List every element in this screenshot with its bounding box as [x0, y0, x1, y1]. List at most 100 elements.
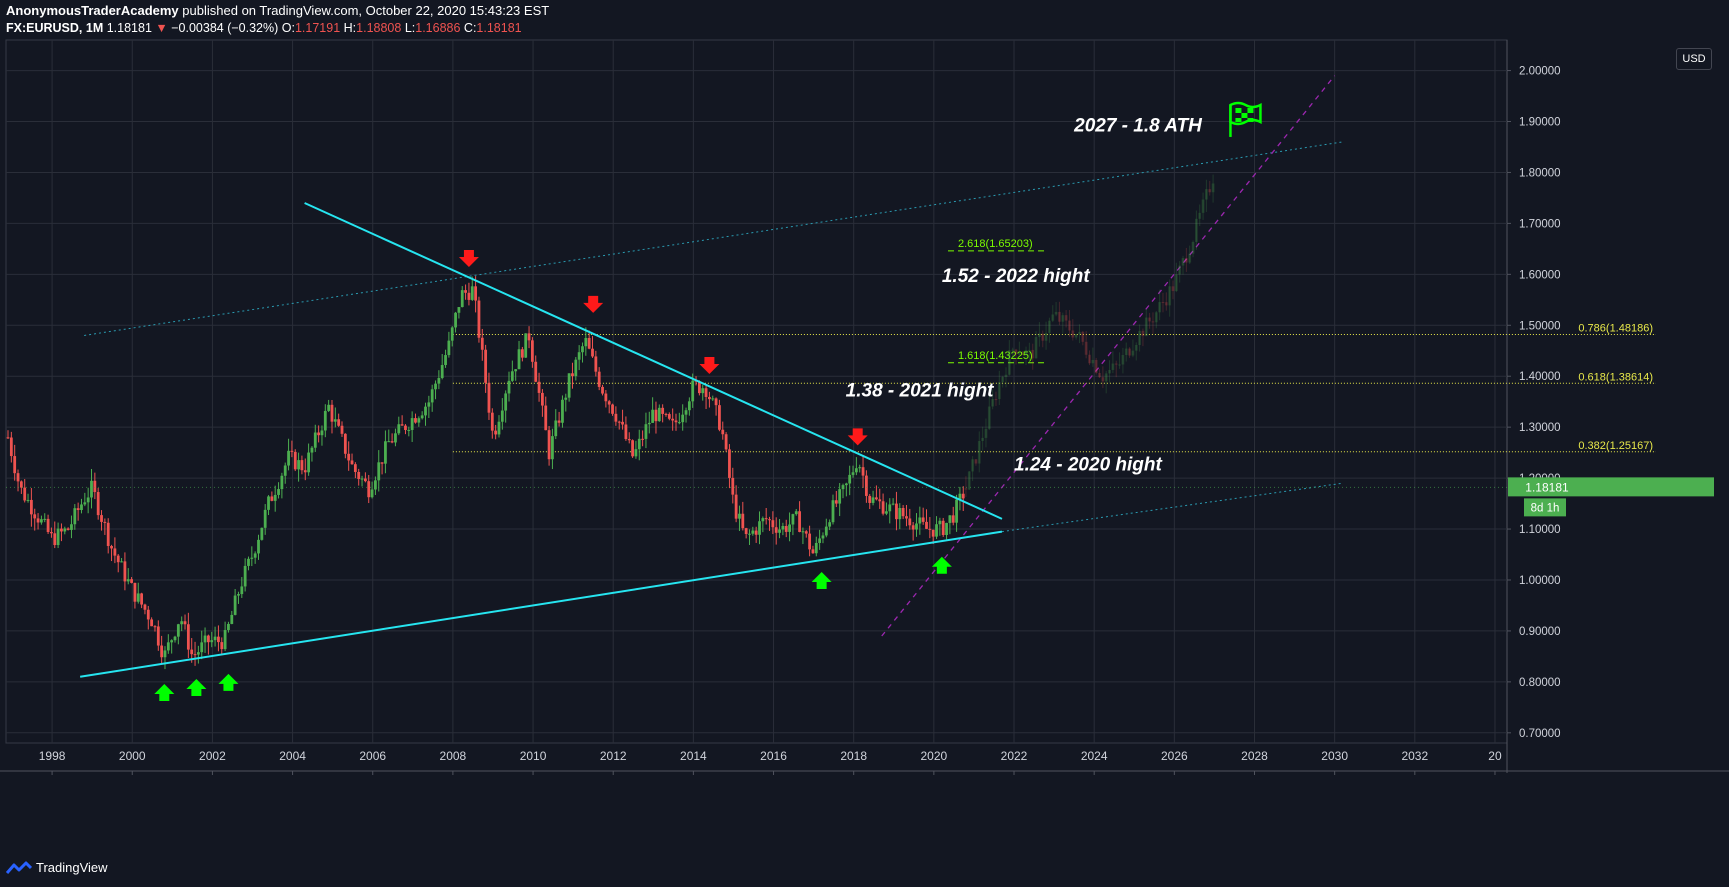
projected-candle — [1091, 359, 1095, 364]
candle — [414, 418, 417, 423]
annotation-text: 1.24 - 2020 hight — [1014, 454, 1163, 475]
down-arrow-icon — [847, 428, 868, 446]
y-tick-label: 1.90000 — [1519, 117, 1561, 129]
candle — [514, 369, 518, 372]
x-tick-label: 20 — [1488, 749, 1502, 763]
candle — [541, 392, 544, 406]
candle — [280, 475, 284, 490]
author-name[interactable]: AnonymousTraderAcademy — [6, 3, 179, 18]
candle — [955, 499, 958, 523]
candle — [66, 528, 70, 530]
projected-candle — [1211, 183, 1215, 193]
candle — [213, 636, 217, 641]
candle — [146, 609, 150, 620]
candle — [380, 462, 384, 464]
candle — [140, 593, 144, 605]
projected-candle — [1164, 302, 1168, 306]
x-tick-label: 1998 — [39, 749, 66, 763]
down-arrow-icon — [458, 250, 479, 268]
footer-brand[interactable]: TradingView — [6, 860, 108, 875]
x-tick-label: 2002 — [199, 749, 226, 763]
projected-candle — [1054, 311, 1058, 315]
candle — [561, 399, 564, 423]
y-tick-label: 1.60000 — [1519, 269, 1561, 281]
price-change: −0.00384 (−0.32%) — [171, 21, 279, 35]
projected-candle — [987, 406, 991, 429]
projected-candle — [977, 441, 981, 464]
currency-button[interactable]: USD — [1676, 48, 1712, 70]
support-trendline[interactable] — [79, 530, 1003, 678]
candle — [160, 645, 164, 658]
candle — [768, 519, 771, 521]
projected-candle — [1094, 359, 1098, 374]
projected-candle — [1001, 376, 1005, 383]
symbol-info: FX:EURUSD, 1M 1.18181 ▼ −0.00384 (−0.32%… — [6, 21, 522, 35]
candle — [741, 513, 745, 529]
projected-candle — [964, 488, 968, 490]
candle — [217, 636, 220, 643]
candle — [143, 604, 147, 610]
candle — [721, 429, 725, 435]
candle — [915, 523, 918, 530]
projected-candle — [1148, 317, 1152, 322]
x-tick-label: 2030 — [1321, 749, 1348, 763]
candle — [480, 337, 484, 350]
candle — [253, 553, 257, 558]
projected-candle — [1108, 369, 1111, 374]
candle — [176, 624, 180, 637]
candle — [220, 642, 224, 650]
candle — [70, 524, 73, 530]
candle — [357, 471, 361, 479]
y-tick-label: 0.80000 — [1519, 677, 1561, 689]
plot-frame — [5, 39, 1508, 744]
candle — [450, 327, 454, 341]
lower-channel-line[interactable] — [1001, 482, 1343, 533]
symbol-name[interactable]: FX:EURUSD, 1M — [6, 21, 104, 35]
candle — [644, 424, 648, 439]
candle — [26, 499, 30, 501]
projection-line[interactable] — [881, 75, 1336, 637]
candle — [434, 383, 437, 390]
x-tick-label: 2006 — [359, 749, 386, 763]
candle — [243, 565, 247, 587]
upper-channel-line[interactable] — [84, 141, 1343, 336]
candle — [484, 349, 488, 383]
candle — [928, 528, 932, 530]
candle — [247, 558, 250, 566]
flag-icon — [1229, 101, 1262, 126]
candle — [607, 401, 611, 405]
projected-candle — [971, 459, 974, 472]
candle — [350, 460, 354, 465]
candle — [571, 373, 574, 377]
candle — [23, 487, 27, 501]
candle — [40, 519, 43, 523]
candle — [126, 579, 130, 582]
candle — [905, 516, 908, 519]
candle — [510, 371, 514, 381]
candle — [614, 413, 618, 422]
candle — [390, 441, 394, 443]
candle — [407, 429, 411, 431]
y-tick-label: 1.30000 — [1519, 422, 1561, 434]
candle — [804, 531, 808, 534]
footer-brand-text: TradingView — [36, 860, 108, 875]
candle — [9, 437, 13, 457]
candle — [297, 460, 300, 470]
candle — [507, 380, 511, 394]
candle — [748, 533, 751, 535]
x-tick-label: 2026 — [1161, 749, 1188, 763]
candle — [687, 401, 691, 411]
candle — [691, 380, 695, 402]
candle — [283, 465, 287, 476]
candle — [173, 636, 177, 641]
projected-candle — [1168, 286, 1172, 306]
descending-trendline[interactable] — [304, 202, 1003, 520]
candle — [444, 355, 447, 366]
candle — [831, 500, 835, 523]
candle — [524, 333, 528, 358]
candle — [657, 407, 661, 422]
x-tick-label: 2004 — [279, 749, 306, 763]
header-bar: AnonymousTraderAcademy published on Trad… — [0, 0, 1729, 40]
candle — [828, 522, 832, 527]
